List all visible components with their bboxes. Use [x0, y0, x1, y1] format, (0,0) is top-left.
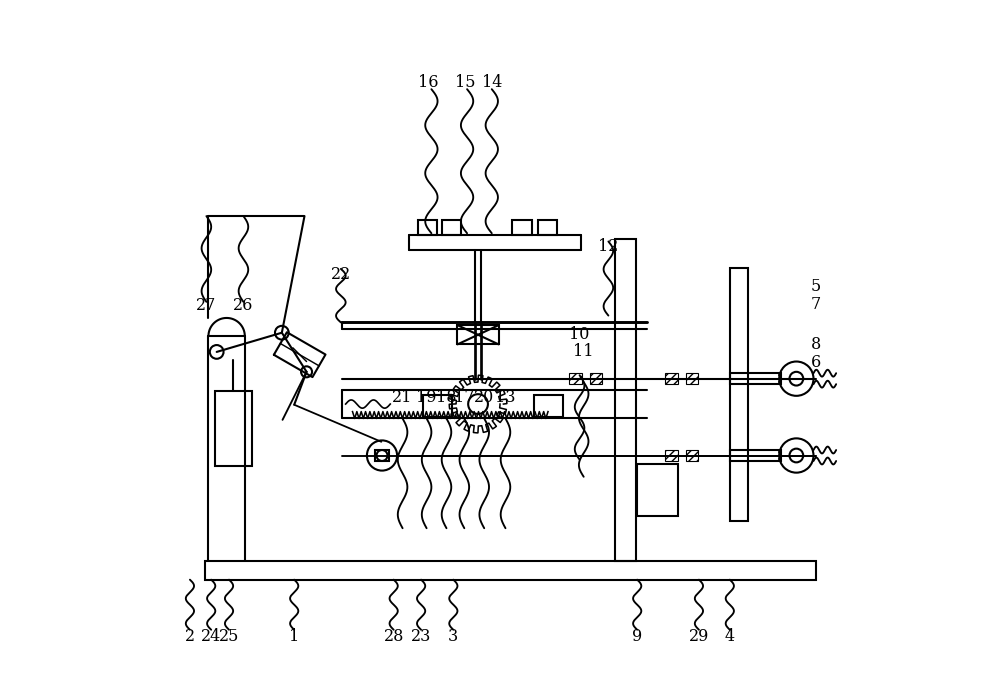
Bar [730, 450, 781, 461]
Text: 6: 6 [810, 354, 821, 370]
Bar [538, 220, 557, 235]
Text: 16: 16 [418, 74, 438, 91]
Bar [637, 464, 678, 516]
Text: 23: 23 [411, 628, 431, 645]
Text: 29: 29 [689, 628, 709, 645]
Text: 4: 4 [725, 628, 735, 645]
Bar [205, 561, 816, 580]
Bar [534, 395, 563, 417]
Text: 26: 26 [233, 297, 254, 314]
Text: 15: 15 [455, 74, 476, 91]
Text: 25: 25 [219, 628, 239, 645]
Bar [442, 220, 461, 235]
Bar [423, 395, 452, 417]
Bar [615, 239, 636, 561]
Text: 19: 19 [416, 390, 437, 406]
Text: 7: 7 [810, 296, 821, 313]
Text: 20: 20 [474, 390, 494, 406]
Text: 27: 27 [196, 297, 217, 314]
Text: 18: 18 [436, 390, 457, 406]
Text: 13: 13 [495, 390, 516, 406]
Bar [512, 220, 532, 235]
Text: 22: 22 [331, 266, 351, 283]
Text: 17: 17 [454, 390, 475, 406]
Text: 8: 8 [810, 336, 821, 353]
Text: 3: 3 [448, 628, 458, 645]
Bar [569, 373, 582, 384]
Text: 12: 12 [598, 239, 619, 255]
Text: 28: 28 [383, 628, 404, 645]
Bar [590, 373, 602, 384]
Bar [418, 220, 437, 235]
Text: 2: 2 [185, 628, 195, 645]
Text: 14: 14 [482, 74, 502, 91]
Bar [730, 268, 748, 521]
Bar [686, 450, 698, 461]
Text: 10: 10 [569, 327, 590, 343]
Bar [457, 325, 499, 344]
Text: 5: 5 [810, 279, 821, 295]
Text: 24: 24 [201, 628, 221, 645]
Text: 1: 1 [289, 628, 299, 645]
Bar [215, 391, 252, 466]
Text: 21: 21 [392, 390, 413, 406]
Bar [375, 450, 389, 461]
Bar [686, 373, 698, 384]
Text: 9: 9 [632, 628, 642, 645]
Text: 11: 11 [573, 343, 594, 359]
Bar [665, 450, 678, 461]
Bar [665, 373, 678, 384]
Bar [730, 373, 781, 384]
